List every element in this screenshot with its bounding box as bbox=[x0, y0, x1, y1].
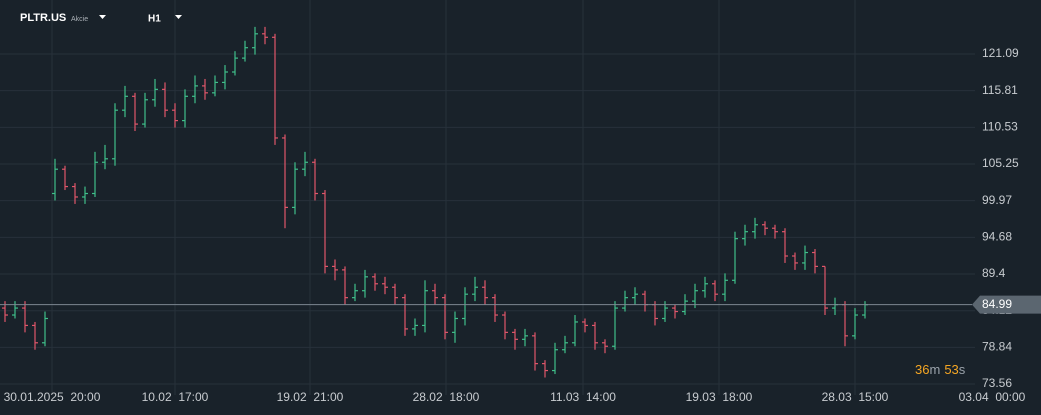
x-tick-label: 19.02 21:00 bbox=[277, 390, 344, 404]
x-tick-label: 30.01.2025 20:00 bbox=[4, 390, 101, 404]
countdown-value: 36 bbox=[915, 362, 929, 377]
y-tick-label: 78.84 bbox=[982, 340, 1012, 354]
timeframe-dropdown[interactable] bbox=[175, 15, 182, 19]
x-tick-label: 10.02 17:00 bbox=[142, 390, 209, 404]
x-tick-label: 03.04 00:00 bbox=[959, 390, 1026, 404]
countdown-value: 53 bbox=[944, 362, 958, 377]
symbol-dropdown[interactable] bbox=[99, 15, 106, 19]
y-tick-label: 115.81 bbox=[982, 83, 1018, 97]
countdown-unit: m bbox=[929, 362, 940, 377]
timeframe[interactable]: H1 bbox=[148, 14, 161, 25]
y-tick-label: 110.53 bbox=[982, 120, 1018, 134]
countdown-unit: s bbox=[959, 362, 966, 377]
plot-area: 121.09 115.81 110.53 105.25 99.97 94.68 89.4 84… bbox=[0, 0, 1041, 404]
y-tick-label: 89.4 bbox=[982, 266, 1006, 280]
y-tick-label: 73.56 bbox=[982, 376, 1012, 390]
overlay: PLTR.US Akcie H1 bbox=[20, 12, 182, 25]
asset-class: Akcie bbox=[71, 16, 88, 23]
y-tick-label: 105.25 bbox=[982, 156, 1019, 170]
last-price-label: 84.99 bbox=[982, 297, 1012, 311]
x-tick-label: 19.03 18:00 bbox=[686, 390, 753, 404]
x-tick-label: 28.03 15:00 bbox=[822, 390, 889, 404]
y-tick-label: 94.68 bbox=[982, 230, 1012, 244]
symbol[interactable]: PLTR.US bbox=[20, 12, 66, 24]
y-tick-label: 121.09 bbox=[982, 46, 1019, 60]
countdown: 36m 53s bbox=[915, 362, 966, 377]
last-price-box bbox=[972, 295, 1041, 314]
x-tick-label: 11.03 14:00 bbox=[550, 390, 616, 404]
x-tick-label: 28.02 18:00 bbox=[413, 390, 480, 404]
y-tick-label: 99.97 bbox=[982, 193, 1012, 207]
